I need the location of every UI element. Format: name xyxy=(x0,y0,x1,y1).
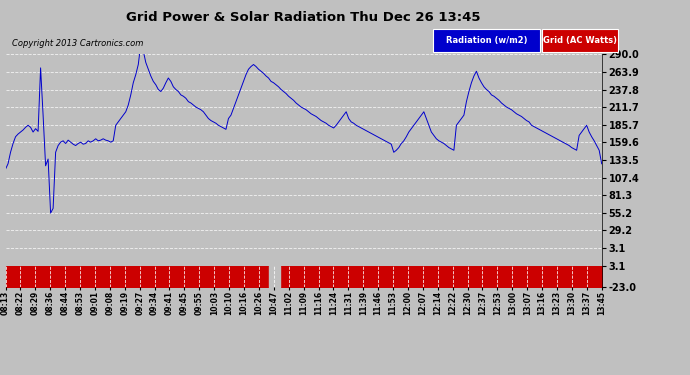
Text: Copyright 2013 Cartronics.com: Copyright 2013 Cartronics.com xyxy=(12,39,144,48)
Text: Grid Power & Solar Radiation Thu Dec 26 13:45: Grid Power & Solar Radiation Thu Dec 26 … xyxy=(126,11,481,24)
Text: Grid (AC Watts): Grid (AC Watts) xyxy=(542,36,617,45)
Text: Radiation (w/m2): Radiation (w/m2) xyxy=(446,36,528,45)
